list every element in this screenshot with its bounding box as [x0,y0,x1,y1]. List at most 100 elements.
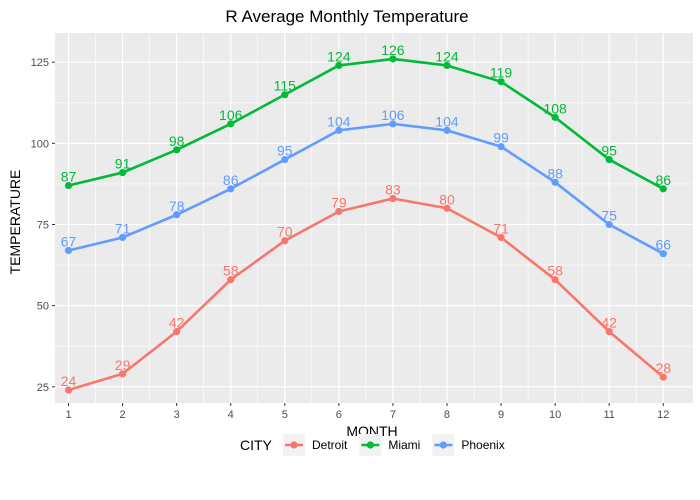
data-point-phoenix [335,126,343,134]
y-tick-label: 75 [37,219,49,231]
y-axis: 25 50 75 100 125 [31,57,55,394]
x-tick-label: 5 [282,409,288,421]
data-point-detroit [281,237,289,245]
data-point-detroit [389,194,397,203]
x-tick-label: 10 [549,409,561,421]
data-label-detroit: 24 [61,373,77,389]
data-point-phoenix [605,220,613,229]
data-point-phoenix [118,233,127,242]
data-point-phoenix [173,211,181,219]
data-label-detroit: 58 [547,263,563,279]
legend: CITY Detroit Miami Phoenix [240,434,505,456]
data-label-miami: 126 [381,42,405,58]
data-label-detroit: 71 [493,220,509,236]
data-point-detroit [64,386,73,394]
data-point-phoenix [281,155,289,164]
series-line-miami [68,57,664,190]
data-label-detroit: 79 [331,195,347,211]
data-point-phoenix [64,246,73,255]
data-label-miami: 119 [490,65,513,81]
data-point-detroit [605,327,613,336]
series-layer [64,55,667,394]
data-label-phoenix: 78 [169,198,185,214]
data-label-detroit: 58 [223,263,239,279]
x-tick-label: 7 [390,409,396,421]
data-point-phoenix [659,250,667,258]
chart-title: R Average Monthly Temperature [225,7,468,26]
data-label-detroit: 83 [385,182,401,198]
data-label-miami: 124 [435,48,459,64]
x-tick-label: 9 [498,409,504,421]
legend-label-miami: Miami [388,438,420,452]
data-label-phoenix: 99 [493,130,509,146]
data-point-miami [497,78,505,86]
data-label-miami: 98 [169,133,185,149]
series-miami [64,55,667,193]
series-phoenix [64,120,667,258]
y-tick-label: 50 [37,301,49,313]
data-point-phoenix [443,126,451,134]
major-gridlines [55,33,693,403]
data-point-detroit [551,276,559,284]
data-label-phoenix: 106 [381,107,405,123]
y-tick-label: 25 [37,382,49,394]
data-label-miami: 86 [655,172,671,188]
data-label-phoenix: 104 [435,113,459,129]
legend-label-phoenix: Phoenix [461,438,504,452]
data-label-detroit: 42 [169,315,185,331]
data-label-detroit: 29 [115,357,131,373]
y-tick-label: 125 [31,57,49,69]
data-point-detroit [335,207,343,216]
data-label-miami: 95 [601,143,617,159]
data-label-phoenix: 67 [61,233,77,249]
x-tick-label: 8 [444,409,450,421]
x-tick-label: 6 [336,409,342,421]
x-tick-label: 11 [603,409,614,421]
series-line-phoenix [68,122,664,255]
data-point-miami [605,155,613,164]
x-tick-label: 12 [657,409,669,421]
data-point-detroit [118,370,127,378]
data-point-miami [551,113,559,121]
data-point-detroit [659,373,667,381]
data-point-phoenix [389,120,397,128]
x-tick-label: 2 [120,409,126,421]
data-label-phoenix: 66 [655,237,671,253]
data-label-detroit: 70 [277,224,293,240]
data-point-detroit [497,233,505,242]
x-tick-label: 3 [174,409,180,421]
data-point-phoenix [227,185,235,193]
data-point-miami [659,185,667,193]
legend-item-phoenix: Phoenix [432,434,505,456]
data-point-miami [227,120,235,128]
data-label-phoenix: 104 [327,113,351,129]
data-point-miami [64,181,73,190]
data-point-detroit [443,204,451,212]
data-point-phoenix [497,142,505,151]
series-detroit [64,194,667,394]
x-tick-label: 4 [228,409,234,421]
legend-key-point [366,441,374,449]
data-label-miami: 115 [274,78,297,94]
data-label-phoenix: 86 [223,172,239,188]
data-label-phoenix: 95 [277,143,293,159]
data-point-miami [281,91,289,99]
legend-key-point [439,441,447,449]
data-label-detroit: 28 [655,360,671,376]
data-point-miami [389,55,397,63]
data-point-miami [443,61,451,70]
data-label-detroit: 80 [439,191,455,207]
data-point-miami [335,61,343,70]
x-axis-title: MONTH [346,423,397,439]
data-label-phoenix: 75 [601,207,617,223]
data-label-miami: 87 [61,169,77,185]
x-tick-label: 1 [65,409,71,421]
legend-item-detroit: Detroit [283,434,348,456]
minor-gridlines [55,33,693,403]
data-label-miami: 108 [543,100,567,116]
data-label-phoenix: 71 [115,220,131,236]
y-axis-title: TEMPERATURE [7,170,23,275]
data-point-detroit [173,327,181,336]
data-label-miami: 124 [327,48,351,64]
